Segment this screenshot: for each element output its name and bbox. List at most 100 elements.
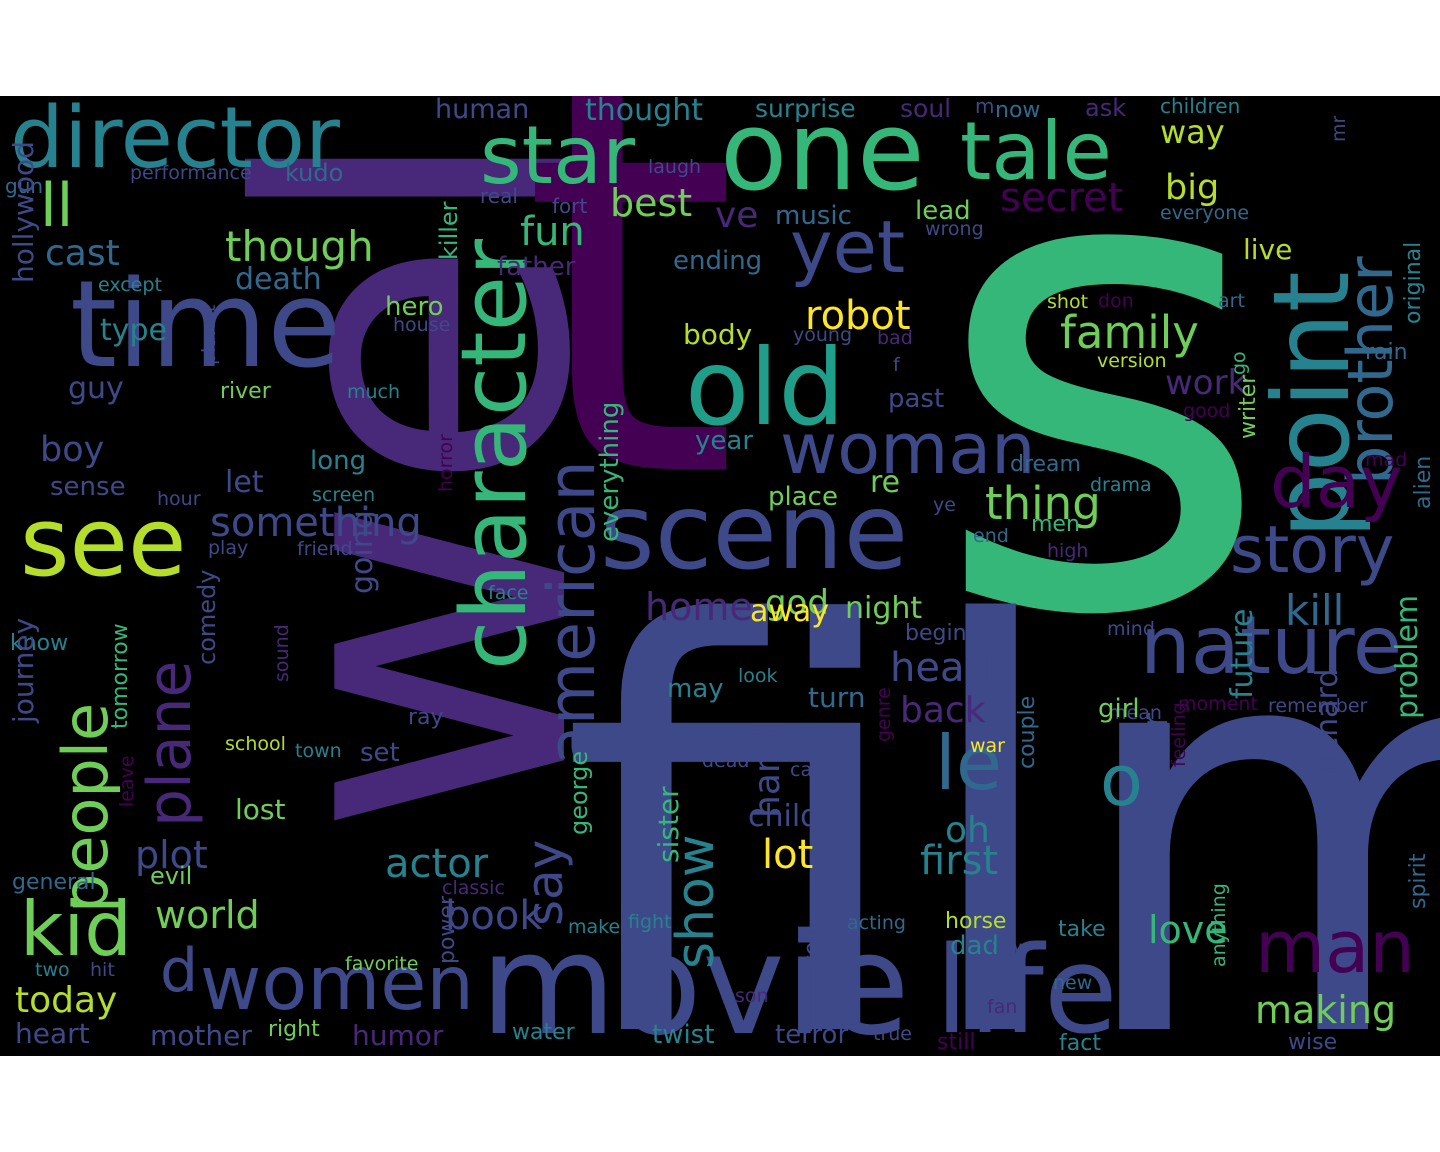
cloud-word: though — [225, 222, 374, 271]
cloud-word: town — [295, 740, 342, 762]
cloud-word: ending — [673, 246, 763, 276]
cloud-word: leave — [116, 755, 138, 808]
cloud-word: water — [512, 1020, 575, 1045]
cloud-word: killer — [435, 201, 463, 261]
cloud-word: work — [1165, 363, 1248, 403]
cloud-word: past — [888, 384, 945, 414]
cloud-word: richard — [1310, 668, 1345, 774]
cloud-word: tale — [960, 105, 1112, 198]
cloud-word: dead — [702, 750, 750, 772]
cloud-word: best — [610, 181, 693, 225]
cloud-word: t — [520, 96, 740, 602]
cloud-word: turn — [808, 681, 866, 714]
cloud-word: make — [568, 916, 621, 938]
cloud-word: right — [268, 1017, 320, 1042]
cloud-word: robot — [805, 293, 911, 339]
cloud-word: something — [210, 500, 422, 546]
cloud-word: f — [893, 354, 900, 376]
cloud-word: family — [1060, 306, 1199, 359]
cloud-word: dream — [1010, 452, 1081, 477]
cloud-word: back — [900, 690, 986, 731]
cloud-word: river — [220, 379, 271, 404]
cloud-word: world — [155, 893, 260, 937]
cloud-word: movie — [480, 904, 910, 1056]
cloud-word: moment — [1178, 693, 1258, 715]
cloud-word: old — [685, 327, 846, 449]
cloud-word: high — [1047, 540, 1089, 562]
cloud-word: couple — [1015, 696, 1040, 770]
cloud-word: hero — [385, 292, 444, 322]
cloud-word: sound — [271, 624, 293, 683]
cloud-word: power — [435, 896, 460, 965]
cloud-word: except — [98, 274, 162, 296]
cloud-word: cast — [45, 233, 120, 274]
cloud-word: kudo — [285, 159, 344, 187]
cloud-word: film — [560, 510, 1440, 1056]
cloud-word: fight — [628, 911, 672, 933]
cloud-word: o — [1100, 740, 1143, 822]
cloud-word: night — [845, 591, 923, 626]
cloud-word: fan — [987, 996, 1018, 1018]
cloud-word: plane — [135, 660, 205, 827]
cloud-word: hour — [157, 488, 201, 510]
cloud-word: begin — [905, 621, 967, 646]
cloud-word: original — [1401, 241, 1426, 325]
cloud-word: girl — [1098, 694, 1140, 724]
cloud-word: still — [937, 1030, 976, 1055]
cloud-word: father — [497, 252, 576, 282]
cloud-word: don — [1098, 290, 1134, 312]
cloud-word: set — [360, 738, 400, 768]
cloud-word: mr — [1328, 116, 1350, 143]
cloud-word: surprise — [755, 96, 856, 123]
cloud-word: school — [225, 733, 286, 755]
cloud-word: art — [1218, 290, 1245, 312]
cloud-word: character — [442, 239, 547, 670]
cloud-word: god — [765, 583, 829, 623]
cloud-word: spirit — [1406, 853, 1431, 910]
cloud-word: journey — [7, 617, 40, 723]
cloud-word: real — [480, 184, 518, 208]
cloud-word: scene — [600, 471, 909, 593]
cloud-word: time — [70, 256, 342, 395]
cloud-word: look — [738, 665, 778, 687]
cloud-word: bad — [877, 327, 913, 349]
cloud-word: writer — [1236, 374, 1261, 440]
cloud-word: hollywood — [7, 140, 40, 283]
cloud-word: ll — [40, 171, 74, 241]
cloud-word: much — [347, 381, 401, 403]
cloud-word: mother — [150, 1019, 252, 1052]
cloud-word: true — [873, 1023, 912, 1045]
cloud-word: two — [35, 959, 70, 981]
cloud-word: star — [480, 109, 635, 202]
cloud-word: human — [435, 96, 530, 125]
cloud-word: general — [12, 870, 96, 895]
cloud-word: humor — [352, 1019, 444, 1052]
cloud-word: everything — [595, 401, 625, 542]
cloud-word: kill — [1285, 586, 1345, 635]
cloud-word: know — [10, 631, 69, 656]
cloud-word: horror — [435, 434, 457, 493]
cloud-word: soul — [900, 96, 952, 123]
cloud-word: horse — [945, 909, 1007, 934]
cloud-word: son — [735, 985, 769, 1007]
cloud-word: feeling — [1168, 702, 1190, 768]
cloud-word: fun — [520, 209, 585, 255]
cloud-word: type — [100, 313, 168, 348]
cloud-word: nature — [1140, 599, 1403, 692]
cloud-word: death — [235, 262, 322, 297]
cloud-word: play — [208, 537, 249, 559]
cloud-word: sense — [50, 472, 126, 502]
cloud-word: twist — [652, 1020, 715, 1050]
cloud-word: fact — [1059, 1031, 1101, 1056]
cloud-word: secret — [1000, 175, 1124, 221]
cloud-word: mind — [1107, 618, 1155, 640]
cloud-word: love — [1148, 908, 1228, 952]
cloud-word: face — [488, 582, 529, 604]
cloud-word: lost — [235, 793, 286, 826]
cloud-word: classic — [442, 877, 505, 899]
cloud-word: house — [393, 314, 451, 336]
cloud-word: kid — [20, 885, 132, 973]
cloud-word: mean — [1108, 702, 1162, 724]
cloud-word: now — [995, 98, 1041, 123]
cloud-word: story — [1230, 513, 1395, 588]
